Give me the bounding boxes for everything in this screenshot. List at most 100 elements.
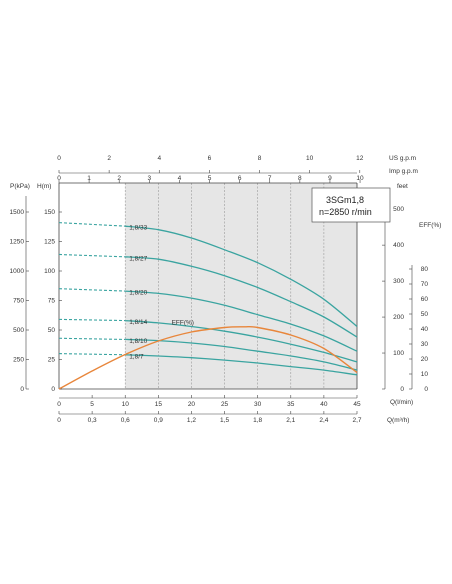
pressure-tick-label: 750: [13, 298, 24, 305]
pressure-tick-label: 1500: [10, 209, 25, 216]
flow-lmin-tick-label: 30: [254, 401, 262, 408]
feet-tick-label: 300: [393, 278, 404, 285]
head-curve-1,8/33: [125, 225, 358, 327]
efficiency-tick-label: 60: [421, 296, 429, 303]
flow-lmin-tick-label: 40: [320, 401, 328, 408]
pressure-axis-label: P(kPa): [10, 183, 30, 190]
efficiency-tick-label: 10: [421, 371, 429, 378]
head-tick-label: 0: [51, 386, 55, 393]
flow-m3h-tick-label: 2,7: [352, 417, 361, 424]
us-gpm-tick-label: 8: [258, 155, 262, 162]
curve-label-1,8/10: 1,8/10: [129, 338, 147, 345]
feet-tick-label: 500: [393, 206, 404, 213]
pressure-tick-label: 1250: [10, 239, 25, 246]
flow-lmin-tick-label: 25: [221, 401, 229, 408]
imp-gpm-tick-label: 0: [57, 175, 61, 182]
pump-speed: n=2850 r/min: [319, 207, 372, 217]
curve-label-1,8/27: 1,8/27: [129, 255, 147, 262]
curve-label-1,8/14: 1,8/14: [129, 319, 147, 326]
pressure-tick-label: 250: [13, 357, 24, 364]
us-gpm-tick-label: 0: [57, 155, 61, 162]
imp-gpm-tick-label: 10: [356, 175, 364, 182]
head-curve-dashed-1,8/27: [58, 253, 126, 258]
flow-lmin-tick-label: 0: [57, 401, 61, 408]
us-gpm-tick-label: 10: [306, 155, 314, 162]
us-gpm-label: US g.p.m: [389, 155, 416, 162]
efficiency-axis-label: EFF(%): [419, 222, 441, 229]
flow-m3h-tick-label: 2,1: [286, 417, 295, 424]
efficiency-line: [58, 325, 358, 390]
efficiency-curve-label: EFF(%): [172, 320, 194, 327]
feet-tick-label: 100: [393, 350, 404, 357]
curve-label-1,8/33: 1,8/33: [129, 225, 147, 232]
efficiency-curve: EFF(%): [58, 320, 358, 390]
us-gpm-tick-label: 2: [107, 155, 111, 162]
head-tick-label: 75: [48, 298, 56, 305]
feet-tick-label: 0: [400, 386, 404, 393]
pressure-tick-label: 1000: [10, 268, 25, 275]
flow-lmin-tick-label: 35: [287, 401, 295, 408]
head-axis-label: H(m): [37, 183, 51, 190]
efficiency-tick-label: 50: [421, 311, 429, 318]
flow-lmin-tick-label: 5: [90, 401, 94, 408]
head-curve-dashed-1,8/7: [58, 353, 126, 356]
imp-gpm-tick-label: 5: [208, 175, 212, 182]
flow-m3h-tick-label: 2,4: [319, 417, 328, 424]
flow-lmin-tick-label: 15: [155, 401, 163, 408]
imp-gpm-tick-label: 6: [238, 175, 242, 182]
head-tick-label: 100: [44, 268, 55, 275]
curve-label-1,8/20: 1,8/20: [129, 290, 147, 297]
head-curves: 1,8/33 1,8/27 1,8/20 1,8/14 1,8/10 1,8/7: [58, 222, 358, 376]
flow-m3h-tick-label: 0,6: [121, 417, 130, 424]
head-curve-1,8/14: [125, 319, 358, 363]
head-curve-1,8/27: [125, 256, 358, 338]
flow-lmin-axis-label: Q(l/min): [390, 399, 413, 406]
head-curve-dashed-1,8/33: [58, 222, 126, 227]
head-curve-dashed-1,8/10: [58, 337, 126, 340]
flow-m3h-tick-label: 1,8: [253, 417, 262, 424]
imp-gpm-label: Imp g.p.m: [389, 168, 418, 175]
head-tick-label: 25: [48, 357, 56, 364]
head-curve-1,8/7: [125, 354, 358, 376]
efficiency-tick-label: 20: [421, 356, 429, 363]
imp-gpm-tick-label: 7: [268, 175, 272, 182]
head-curve-dashed-1,8/14: [58, 318, 126, 322]
pressure-tick-label: 500: [13, 327, 24, 334]
info-box: [311, 187, 391, 223]
efficiency-tick-label: 80: [421, 266, 429, 273]
efficiency-tick-label: 40: [421, 326, 429, 333]
imp-gpm-tick-label: 2: [117, 175, 121, 182]
flow-m3h-tick-label: 0: [57, 417, 61, 424]
plot-frame: [25, 172, 413, 415]
head-curve-1,8/20: [125, 290, 358, 352]
flow-m3h-tick-label: 1,5: [220, 417, 229, 424]
flow-lmin-tick-label: 10: [122, 401, 130, 408]
efficiency-tick-label: 30: [421, 341, 429, 348]
head-tick-label: 50: [48, 327, 56, 334]
efficiency-tick-label: 0: [424, 386, 428, 393]
imp-gpm-tick-label: 4: [178, 175, 182, 182]
grid-lines: [124, 183, 325, 389]
flow-lmin-tick-label: 20: [188, 401, 196, 408]
feet-tick-label: 200: [393, 314, 404, 321]
pump-model: 3SGm1,8: [326, 195, 364, 205]
flow-m3h-tick-label: 1,2: [187, 417, 196, 424]
flow-m3h-axis-label: Q(m³/h): [387, 417, 409, 424]
imp-gpm-tick-label: 1: [87, 175, 91, 182]
axis-ticks: 0 2 4 6 8 10 120 1 2 3 4 5 6 7 8 9 100 5 10 15 20 25 30 35 40 450…: [10, 155, 429, 424]
us-gpm-tick-label: 12: [356, 155, 364, 162]
head-tick-label: 125: [44, 239, 55, 246]
head-curve-dashed-1,8/20: [58, 288, 126, 292]
head-tick-label: 150: [44, 209, 55, 216]
us-gpm-tick-label: 6: [208, 155, 212, 162]
flow-m3h-tick-label: 0,9: [154, 417, 163, 424]
imp-gpm-tick-label: 9: [328, 175, 332, 182]
imp-gpm-tick-label: 8: [298, 175, 302, 182]
flow-lmin-tick-label: 45: [353, 401, 361, 408]
feet-tick-label: 400: [393, 242, 404, 249]
imp-gpm-tick-label: 3: [148, 175, 152, 182]
flow-m3h-tick-label: 0,3: [88, 417, 97, 424]
curve-label-1,8/7: 1,8/7: [129, 353, 144, 360]
us-gpm-tick-label: 4: [157, 155, 161, 162]
